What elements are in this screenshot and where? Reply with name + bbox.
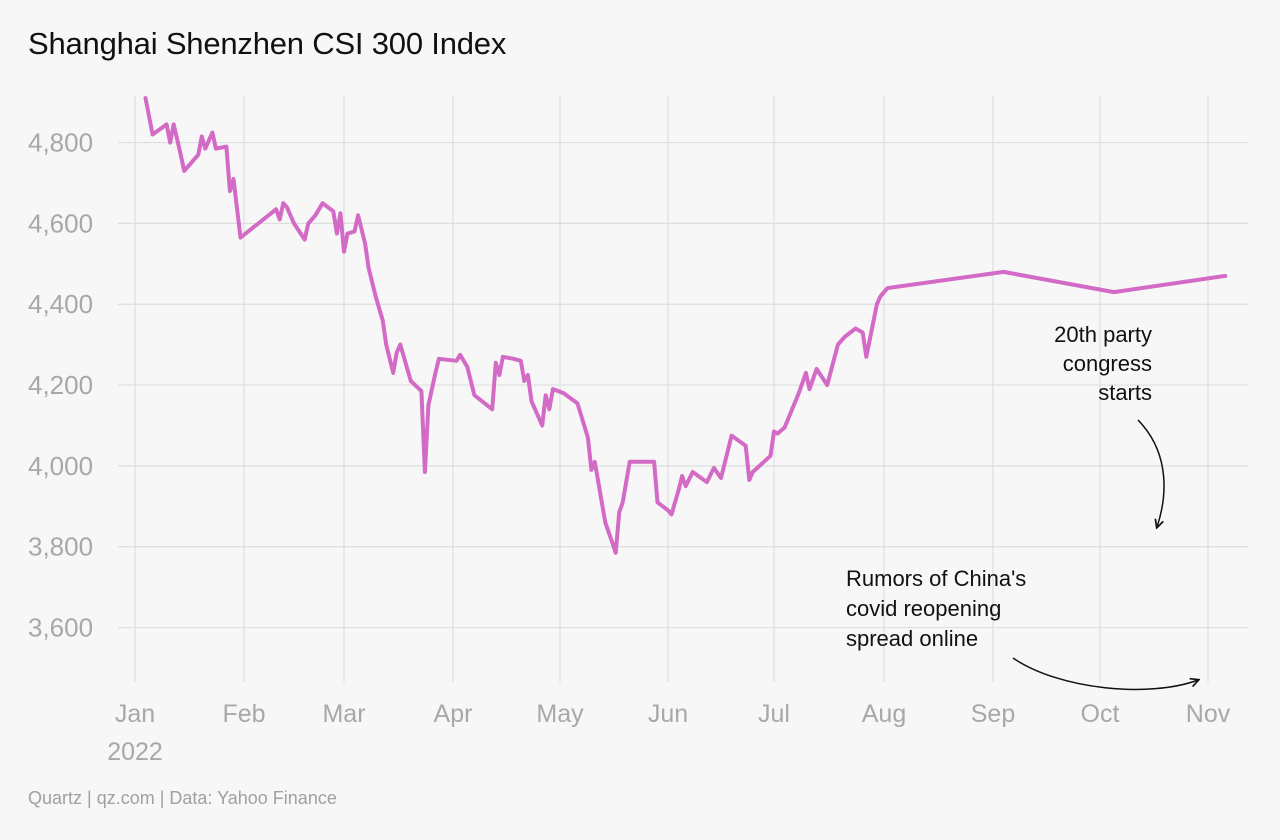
y-tick-label: 3,800: [28, 532, 93, 562]
x-axis: Jan Feb Mar Apr May Jun Jul Aug Sep Oct Nov 2022: [107, 700, 1231, 766]
x-tick-year: 2022: [107, 738, 163, 766]
y-tick-label: 4,400: [28, 289, 93, 319]
y-tick-label: 3,600: [28, 613, 93, 643]
annotations: 20th party congress starts Rumors of China'…: [846, 322, 1198, 691]
x-tick-label: Aug: [862, 700, 906, 728]
chart-title: Shanghai Shenzhen CSI 300 Index: [28, 26, 507, 61]
annotation-text: spread online: [846, 626, 978, 651]
y-axis: 4,800 4,600 4,400 4,200 4,000 3,800 3,600: [28, 128, 93, 643]
x-tick-label: Jun: [648, 700, 688, 728]
y-tick-label: 4,000: [28, 451, 93, 481]
series-line: [143, 96, 1228, 555]
x-tick-label: Feb: [222, 700, 265, 728]
x-tick-label: Nov: [1186, 700, 1231, 728]
annotation-text: Rumors of China's: [846, 566, 1026, 591]
y-tick-label: 4,600: [28, 208, 93, 238]
annotation-text: starts: [1098, 380, 1152, 405]
annotation-text: 20th party: [1054, 322, 1152, 347]
x-tick-label: Apr: [434, 700, 473, 728]
gridlines: [118, 96, 1248, 682]
annotation-text: congress: [1063, 351, 1152, 376]
x-tick-label: Jan: [115, 700, 155, 728]
annotation-arrow: [1137, 419, 1165, 527]
annotation-arrow: [1012, 657, 1198, 691]
annotation-text: covid reopening: [846, 596, 1001, 621]
x-tick-label: Sep: [971, 700, 1015, 728]
x-tick-label: Jul: [758, 700, 790, 728]
x-tick-label: Mar: [322, 700, 365, 728]
y-tick-label: 4,800: [28, 128, 93, 158]
source-note: Quartz | qz.com | Data: Yahoo Finance: [28, 788, 337, 808]
x-tick-label: Oct: [1081, 700, 1120, 728]
y-tick-label: 4,200: [28, 370, 93, 400]
x-tick-label: May: [536, 700, 584, 728]
